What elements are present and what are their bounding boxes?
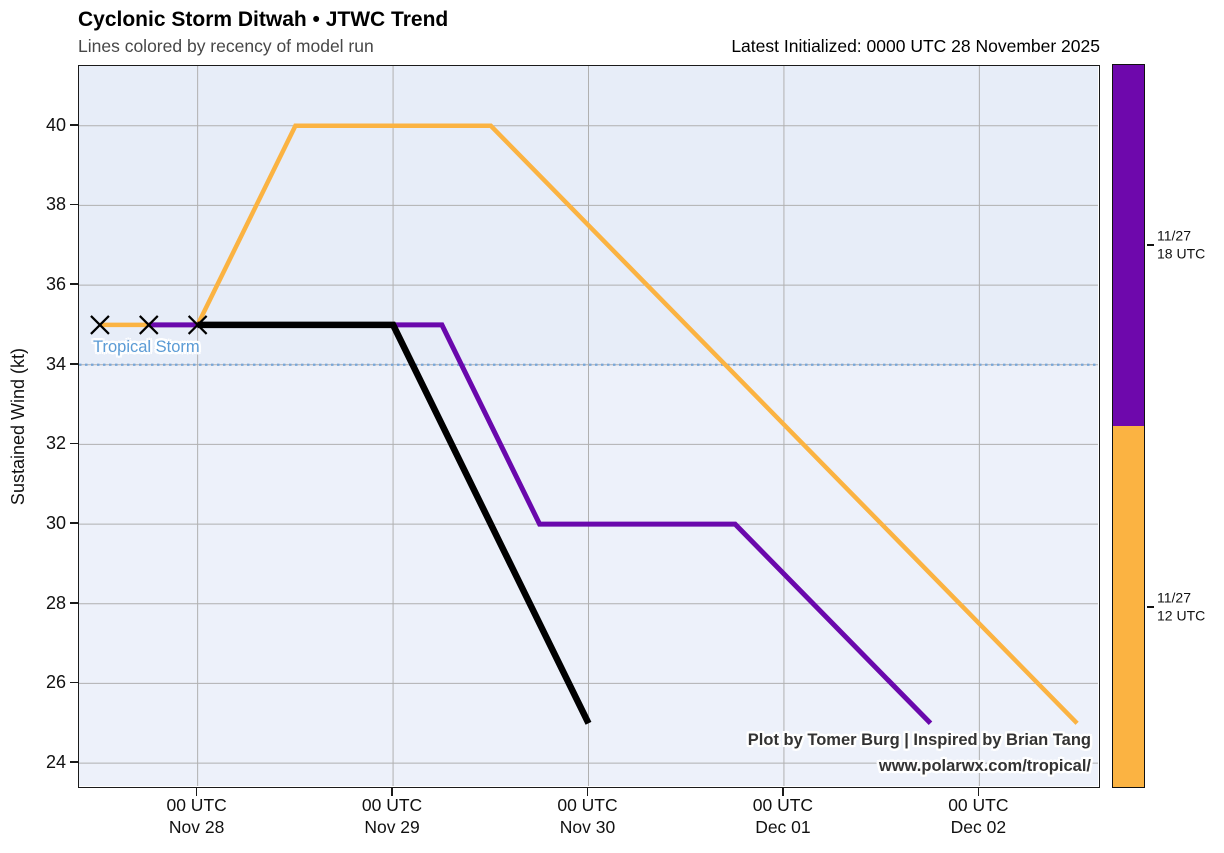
x-tick-label: 00 UTC Nov 28 — [127, 794, 267, 838]
y-tick-mark — [70, 601, 78, 604]
x-tick-date: Dec 02 — [950, 817, 1007, 837]
x-tick-utc: 00 UTC — [752, 795, 814, 815]
plot-area: Tropical Storm Plot by Tomer Burg | Insp… — [78, 65, 1100, 788]
x-tick-mark — [391, 788, 393, 796]
model-run-colorbar — [1112, 64, 1145, 788]
y-tick-mark — [70, 681, 78, 684]
x-tick-utc: 00 UTC — [948, 795, 1009, 815]
colorbar-run-date: 11/27 — [1157, 589, 1191, 606]
y-tick-label: 30 — [45, 513, 66, 534]
colorbar-run-date: 11/27 — [1157, 227, 1191, 244]
x-tick-mark — [782, 788, 784, 796]
x-tick-mark — [586, 788, 589, 796]
colorbar-run-label: 11/27 12 UTC — [1157, 590, 1205, 625]
colorbar-run-time: 18 UTC — [1157, 245, 1206, 261]
y-tick-label: 32 — [45, 433, 66, 454]
x-tick-label: 00 UTC Dec 01 — [713, 794, 853, 838]
attribution-url: www.polarwx.com/tropical/ — [878, 757, 1091, 775]
forecast-line — [99, 123, 1079, 725]
init-x-marker — [90, 315, 110, 335]
colorbar-segment — [1113, 65, 1144, 426]
y-tick-label: 40 — [45, 114, 66, 135]
chart-subtitle: Lines colored by recency of model run — [78, 36, 374, 56]
colorbar-segment — [1113, 426, 1144, 787]
x-tick-label: 00 UTC Nov 30 — [518, 794, 658, 838]
colorbar-tick-mark — [1147, 244, 1154, 246]
attribution-credit: Plot by Tomer Burg | Inspired by Brian T… — [747, 731, 1091, 749]
x-tick-label: 00 UTC Dec 02 — [908, 794, 1048, 838]
x-tick-mark — [195, 788, 198, 796]
y-tick-mark — [70, 442, 78, 445]
x-tick-utc: 00 UTC — [361, 795, 423, 815]
x-tick-date: Dec 01 — [755, 817, 811, 837]
colorbar-tick-mark — [1147, 606, 1154, 608]
y-tick-mark — [70, 522, 78, 524]
x-tick-date: Nov 29 — [364, 817, 420, 837]
y-tick-mark — [70, 203, 78, 206]
x-tick-mark — [977, 788, 980, 796]
init-x-marker — [187, 315, 208, 335]
x-tick-date: Nov 30 — [559, 817, 616, 837]
latest-initialized-text: Latest Initialized: 0000 UTC 28 November… — [731, 36, 1100, 56]
tropical-storm-threshold-label: Tropical Storm — [93, 338, 200, 356]
x-tick-utc: 00 UTC — [166, 795, 227, 815]
y-tick-label: 38 — [45, 194, 66, 215]
y-tick-label: 34 — [45, 353, 66, 374]
x-tick-label: 00 UTC Nov 29 — [322, 794, 462, 838]
y-tick-label: 24 — [45, 752, 66, 773]
y-tick-mark — [70, 761, 78, 763]
chart-title: Cyclonic Storm Ditwah • JTWC Trend — [78, 8, 449, 31]
chart-canvas — [79, 66, 1098, 786]
y-tick-label: 28 — [45, 592, 66, 613]
y-tick-mark — [70, 362, 78, 365]
forecast-line — [197, 321, 592, 725]
x-tick-utc: 00 UTC — [557, 795, 618, 815]
y-tick-mark — [70, 283, 78, 285]
colorbar-run-time: 12 UTC — [1157, 607, 1206, 623]
init-x-marker — [139, 315, 159, 335]
y-tick-mark — [70, 123, 78, 126]
attribution: Plot by Tomer Burg | Inspired by Brian T… — [748, 727, 1091, 779]
y-tick-label: 36 — [45, 274, 66, 295]
y-tick-label: 26 — [45, 672, 66, 693]
colorbar-run-label: 11/27 18 UTC — [1157, 228, 1205, 263]
x-tick-date: Nov 28 — [168, 817, 225, 837]
